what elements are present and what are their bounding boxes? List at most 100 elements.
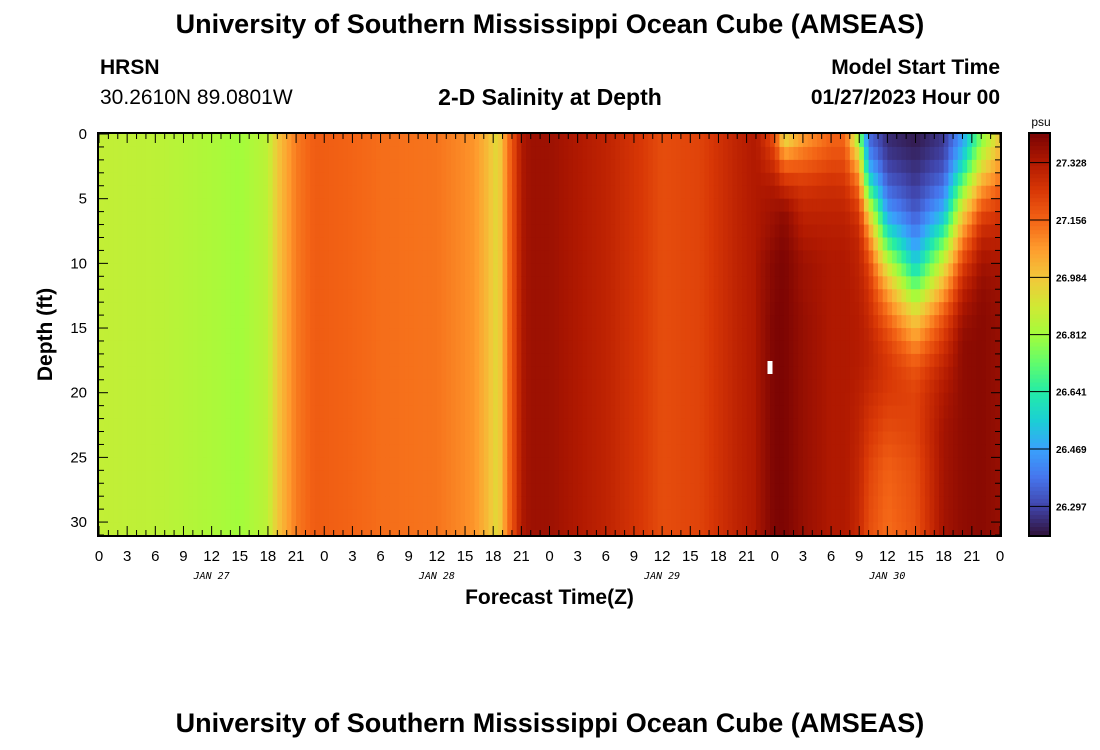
heatmap-cell — [375, 353, 382, 368]
heatmap-cell — [441, 405, 447, 420]
heatmap-cell — [812, 431, 818, 446]
heatmap-cell — [441, 509, 447, 523]
heatmap-cell — [671, 237, 677, 252]
heatmap-cell — [521, 444, 527, 458]
heatmap-cell — [310, 496, 316, 510]
heatmap-cell — [183, 315, 189, 329]
heatmap-cell — [619, 198, 626, 213]
heatmap-cell — [127, 483, 133, 497]
heatmap-cell — [793, 198, 799, 213]
heatmap-cell — [521, 405, 527, 420]
heatmap-cell — [676, 418, 682, 433]
heatmap-cell — [436, 379, 443, 394]
heatmap-cell — [122, 224, 128, 239]
heatmap-cell — [422, 431, 429, 446]
heatmap-cell — [174, 509, 180, 523]
heatmap-cell — [845, 328, 851, 342]
heatmap-cell — [685, 198, 691, 213]
heatmap-cell — [521, 276, 527, 290]
heatmap-cell — [568, 276, 574, 290]
heatmap-cell — [648, 379, 654, 394]
heatmap-cell — [188, 418, 194, 433]
heatmap-cell — [755, 172, 762, 187]
heatmap-cell — [727, 289, 734, 303]
heatmap-cell — [366, 146, 372, 161]
heatmap-cell — [469, 418, 476, 433]
heatmap-cell — [601, 418, 607, 433]
heatmap-cell — [596, 522, 602, 536]
heatmap-cell — [145, 146, 152, 161]
heatmap-cell — [160, 185, 166, 200]
heatmap-cell — [347, 431, 353, 446]
heatmap-cell — [802, 276, 809, 290]
heatmap-cell — [418, 353, 424, 368]
heatmap-cell — [244, 134, 250, 148]
heatmap-cell — [221, 509, 227, 523]
heatmap-cell — [263, 496, 269, 510]
heatmap-cell — [666, 509, 673, 523]
heatmap-cell — [347, 146, 353, 161]
heatmap-cell — [188, 211, 194, 226]
heatmap-cell — [249, 172, 255, 187]
heatmap-cell — [361, 444, 368, 458]
heatmap-cell — [375, 224, 382, 239]
heatmap-cell — [516, 366, 522, 381]
heatmap-cell — [601, 263, 607, 277]
heatmap-cell — [591, 146, 598, 161]
heatmap-cell — [779, 237, 785, 252]
heatmap-cell — [488, 263, 494, 277]
heatmap-cell — [493, 470, 499, 484]
heatmap-cell — [399, 366, 405, 381]
heatmap-cell — [826, 392, 832, 407]
heatmap-cell — [338, 392, 344, 407]
heatmap-cell — [328, 392, 335, 407]
heatmap-cell — [807, 522, 813, 536]
heatmap-cell — [690, 392, 696, 407]
heatmap-cell — [835, 405, 842, 420]
heatmap-cell — [197, 237, 203, 252]
heatmap-cell — [267, 509, 274, 523]
heatmap-cell — [338, 211, 344, 226]
heatmap-cell — [122, 159, 128, 174]
heatmap-cell — [117, 302, 124, 316]
heatmap-cell — [521, 237, 527, 252]
heatmap-cell — [291, 470, 297, 484]
heatmap-cell — [357, 198, 363, 213]
heatmap-cell — [826, 444, 832, 458]
heatmap-cell — [666, 289, 673, 303]
heatmap-cell — [469, 379, 476, 394]
heatmap-cell — [596, 302, 602, 316]
heatmap-cell — [174, 289, 180, 303]
heatmap-cell — [572, 522, 579, 536]
heatmap-cell — [145, 366, 152, 381]
heatmap-cell — [127, 237, 133, 252]
heatmap-cell — [840, 159, 846, 174]
heatmap-cell — [202, 159, 208, 174]
heatmap-cell — [488, 470, 494, 484]
heatmap-cell — [638, 237, 644, 252]
heatmap-cell — [652, 470, 659, 484]
heatmap-cell — [793, 392, 799, 407]
heatmap-cell — [150, 276, 156, 290]
heatmap-cell — [755, 146, 762, 161]
heatmap-cell — [225, 185, 231, 200]
heatmap-cell — [596, 418, 602, 433]
heatmap-cell — [558, 315, 565, 329]
heatmap-cell — [267, 224, 274, 239]
heatmap-cell — [685, 315, 691, 329]
heatmap-cell — [530, 431, 537, 446]
heatmap-cell — [746, 379, 752, 394]
heatmap-cell — [624, 457, 630, 471]
heatmap-cell — [685, 418, 691, 433]
heatmap-cell — [99, 366, 105, 381]
heatmap-cell — [305, 146, 311, 161]
heatmap-cell — [587, 379, 593, 394]
heatmap-cell — [568, 470, 574, 484]
heatmap-cell — [188, 509, 194, 523]
heatmap-cell — [845, 289, 851, 303]
heatmap-cell — [314, 340, 321, 355]
heatmap-cell — [343, 392, 349, 407]
heatmap-cell — [333, 340, 339, 355]
heatmap-cell — [774, 146, 781, 161]
heatmap-cell — [760, 211, 766, 226]
